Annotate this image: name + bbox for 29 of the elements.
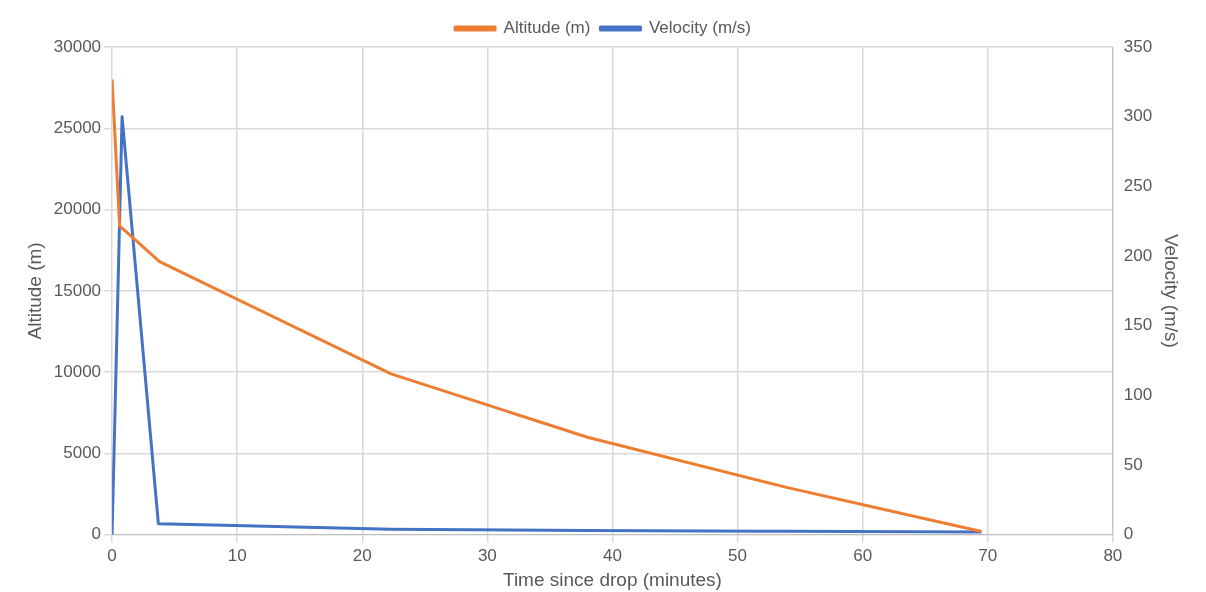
legend-label: Altitude (m) [503, 18, 591, 38]
x-axis-title: Time since drop (minutes) [502, 568, 722, 590]
y2-tick-label: 0 [1123, 524, 1134, 544]
x-tick-label: 50 [728, 545, 748, 565]
y2-tick-label: 150 [1123, 315, 1153, 335]
x-tick-label: 40 [602, 545, 622, 565]
y2-tick-label: 200 [1123, 245, 1153, 265]
y-tick-label: 0 [91, 524, 102, 544]
x-tick-label: 0 [107, 545, 117, 565]
y2-tick-label: 100 [1123, 385, 1153, 405]
y2-tick-label: 50 [1123, 454, 1143, 474]
y-tick-label: 5000 [63, 443, 102, 463]
y2-tick-label: 300 [1123, 106, 1153, 126]
y-axis-title: Altitude (m) [23, 242, 45, 340]
y2-tick-label: 250 [1123, 176, 1153, 196]
x-tick-label: 80 [1103, 545, 1123, 565]
x-tick-label: 70 [978, 545, 998, 565]
y-tick-label: 30000 [53, 36, 102, 56]
y2-tick-label: 350 [1123, 36, 1153, 56]
y-tick-label: 20000 [53, 199, 102, 219]
y-tick-label: 25000 [53, 117, 102, 137]
x-tick-label: 10 [227, 545, 247, 565]
y-tick-label: 15000 [53, 280, 102, 300]
x-tick-label: 60 [853, 545, 873, 565]
x-tick-label: 20 [352, 545, 372, 565]
x-tick-label: 30 [477, 545, 497, 565]
legend-label: Velocity (m/s) [648, 18, 751, 38]
y2-axis-title: Velocity (m/s) [1161, 233, 1183, 348]
y-tick-label: 10000 [53, 361, 102, 381]
